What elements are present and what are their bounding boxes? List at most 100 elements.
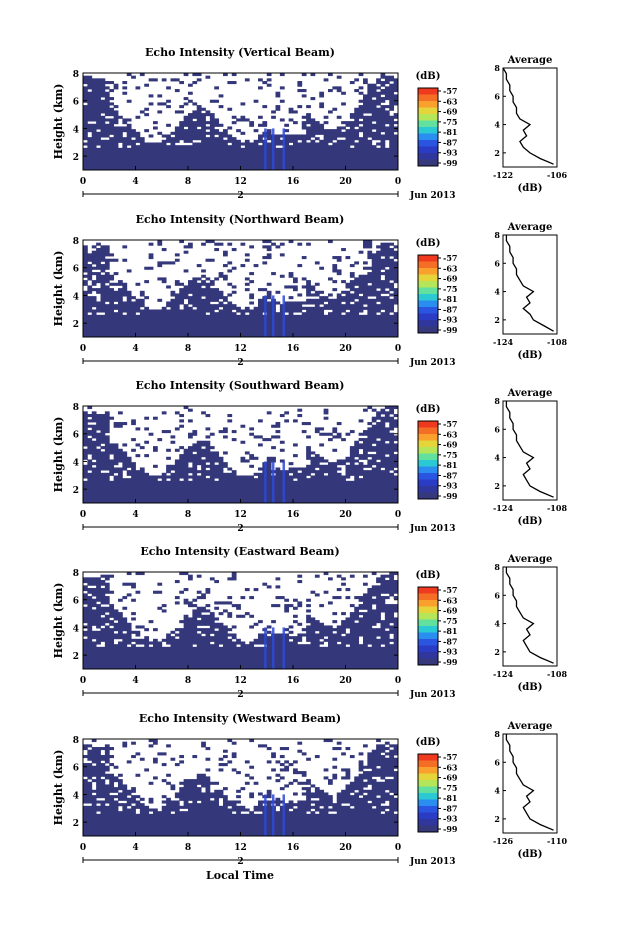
echo-cell xyxy=(122,459,128,463)
echo-cell xyxy=(83,121,88,125)
echo-cell xyxy=(336,795,342,799)
colorbar-swatch xyxy=(418,632,438,640)
echo-cell xyxy=(389,118,395,122)
echo-cell xyxy=(284,145,290,149)
echo-cell xyxy=(135,298,141,302)
echo-cell xyxy=(393,462,399,466)
echo-cell xyxy=(293,771,298,775)
echo-cell xyxy=(345,142,351,146)
echo-cell xyxy=(104,123,110,127)
echo-cell xyxy=(266,145,272,149)
echo-cell xyxy=(358,438,364,442)
echo-cell xyxy=(371,448,377,452)
echo-cell xyxy=(231,115,237,119)
echo-cell xyxy=(389,285,395,289)
echo-cell xyxy=(279,118,285,122)
echo-cell xyxy=(249,427,255,431)
echo-cell xyxy=(358,760,364,764)
echo-cell xyxy=(384,636,390,640)
echo-cell xyxy=(218,633,224,637)
echo-cell xyxy=(367,614,373,618)
echo-streak xyxy=(272,627,275,669)
echo-cell xyxy=(144,644,150,648)
echo-cell xyxy=(345,290,351,294)
echo-cell xyxy=(354,113,360,117)
echo-cell xyxy=(91,83,97,87)
echo-cell xyxy=(363,464,368,468)
echo-cell xyxy=(113,129,119,133)
echo-cell xyxy=(109,145,115,149)
echo-cell xyxy=(122,137,128,141)
echo-cell xyxy=(349,115,355,119)
echo-cell xyxy=(367,459,373,463)
echo-cell xyxy=(354,622,360,626)
echo-cell xyxy=(380,118,386,122)
echo-cell xyxy=(83,118,88,122)
x-tick-label: 8 xyxy=(185,177,191,187)
echo-cell xyxy=(122,811,128,815)
echo-cell xyxy=(109,612,115,616)
echo-cell xyxy=(192,609,198,613)
echo-cell xyxy=(174,78,180,82)
echo-cell xyxy=(244,478,250,482)
echo-cell xyxy=(196,779,202,783)
echo-cell xyxy=(104,113,110,117)
echo-cell xyxy=(100,781,106,785)
echo-cell xyxy=(341,298,346,302)
echo-cell xyxy=(367,808,373,812)
echo-cell xyxy=(100,298,106,302)
echo-cell xyxy=(293,472,298,476)
echo-cell xyxy=(380,113,386,117)
echo-cell xyxy=(96,107,101,111)
echo-cell xyxy=(192,102,198,106)
echo-cell xyxy=(275,585,281,589)
echo-cell xyxy=(87,472,93,476)
echo-cell xyxy=(389,422,395,426)
echo-cell xyxy=(83,440,88,444)
echo-cell xyxy=(275,779,281,783)
echo-cell xyxy=(341,131,346,135)
echo-cell xyxy=(131,75,136,79)
echo-cell xyxy=(174,258,180,262)
echo-cell xyxy=(196,288,202,292)
echo-cell xyxy=(214,139,220,143)
echo-cell xyxy=(367,406,373,410)
echo-cell xyxy=(153,478,158,482)
echo-cell xyxy=(170,137,176,141)
echo-cell xyxy=(100,280,106,284)
date-label: Jun 2013 xyxy=(409,358,456,368)
echo-cell xyxy=(227,800,233,804)
echo-cell xyxy=(118,478,123,482)
echo-cell xyxy=(367,638,373,642)
echo-cell xyxy=(223,800,228,804)
echo-cell xyxy=(389,800,395,804)
echo-cell xyxy=(367,277,373,281)
echo-cell xyxy=(227,803,233,807)
echo-cell xyxy=(91,309,97,313)
colorbar-swatch xyxy=(418,460,438,467)
echo-cell xyxy=(358,280,364,284)
echo-cell xyxy=(157,242,163,246)
echo-cell xyxy=(109,641,115,645)
echo-cell xyxy=(341,752,346,756)
echo-cell xyxy=(144,107,150,111)
echo-cell xyxy=(393,800,399,804)
echo-cell xyxy=(358,91,364,95)
echo-cell xyxy=(196,73,202,77)
echo-cell xyxy=(183,269,189,273)
echo-cell xyxy=(376,617,381,621)
echo-cell xyxy=(139,309,145,313)
echo-cell xyxy=(113,609,119,613)
echo-cell xyxy=(336,301,342,305)
echo-cell xyxy=(192,787,198,791)
echo-cell xyxy=(196,462,202,466)
echo-cell xyxy=(170,467,176,471)
echo-cell xyxy=(122,288,128,292)
echo-cell xyxy=(205,636,211,640)
echo-cell xyxy=(297,414,303,418)
echo-cell xyxy=(135,131,141,135)
echo-cell xyxy=(205,293,211,297)
echo-cell xyxy=(231,805,237,809)
echo-cell xyxy=(284,644,290,648)
echo-cell xyxy=(380,89,386,93)
